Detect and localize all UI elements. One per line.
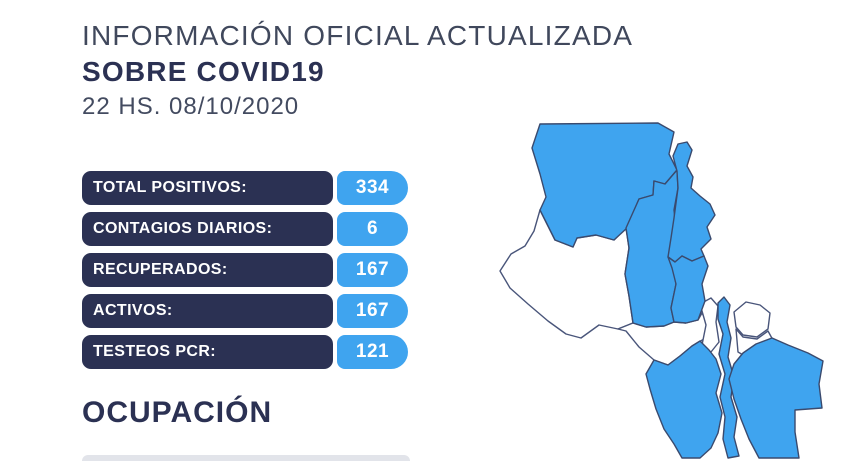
- map-dept-northwest-blue: [531, 122, 678, 248]
- map-svg: [499, 122, 824, 459]
- stat-label: RECUPERADOS:: [93, 261, 228, 278]
- stat-value-badge: 334: [337, 171, 408, 205]
- stat-label-pill: ACTIVOS:: [82, 294, 333, 328]
- stat-label-pill: TOTAL POSITIVOS:: [82, 171, 333, 205]
- stat-row-recuperados: RECUPERADOS: 167: [82, 253, 408, 287]
- map-dept-valley-west-white: [699, 297, 720, 353]
- stat-label: ACTIVOS:: [93, 302, 173, 319]
- stat-label-pill: TESTEOS PCR:: [82, 335, 333, 369]
- page-title: INFORMACIÓN OFICIAL ACTUALIZADA: [82, 20, 634, 51]
- stat-row-contagios-diarios: CONTAGIOS DIARIOS: 6: [82, 212, 408, 246]
- stat-value: 121: [355, 341, 390, 362]
- stat-row-total-positivos: TOTAL POSITIVOS: 334: [82, 171, 408, 205]
- stat-label-pill: CONTAGIOS DIARIOS:: [82, 212, 333, 246]
- stat-row-activos: ACTIVOS: 167: [82, 294, 408, 328]
- stat-value: 167: [355, 300, 390, 321]
- cropped-next-row-bar: [82, 455, 410, 461]
- map-dept-center-east-blue: [667, 141, 716, 263]
- stat-row-testeos-pcr: TESTEOS PCR: 121: [82, 335, 408, 369]
- stat-label-pill: RECUPERADOS:: [82, 253, 333, 287]
- map-dept-center-southeast-blue: [667, 255, 709, 324]
- stat-label: CONTAGIOS DIARIOS:: [93, 220, 273, 237]
- section-title-ocupacion: OCUPACIÓN: [82, 396, 273, 429]
- report-datetime: 22 HS. 08/10/2020: [82, 93, 300, 120]
- stat-value: 334: [355, 177, 390, 198]
- stat-value: 167: [355, 259, 390, 280]
- province-departments-map: [478, 98, 860, 460]
- stat-label: TOTAL POSITIVOS:: [93, 179, 247, 196]
- map-dept-southeast-angular-blue: [728, 337, 824, 459]
- stat-value-badge: 167: [337, 253, 408, 287]
- map-dept-east-upper-white: [733, 301, 771, 338]
- stats-list: TOTAL POSITIVOS: 334 CONTAGIOS DIARIOS: …: [82, 171, 408, 369]
- stat-label: TESTEOS PCR:: [93, 343, 217, 360]
- stat-value-badge: 6: [337, 212, 408, 246]
- stat-value-badge: 121: [337, 335, 408, 369]
- page-subtitle: SOBRE COVID19: [82, 56, 325, 87]
- stat-value-badge: 167: [337, 294, 408, 328]
- map-dept-southwest-blue: [645, 340, 723, 459]
- map-dept-valley-strip-blue: [717, 296, 740, 459]
- stat-value: 6: [366, 218, 379, 239]
